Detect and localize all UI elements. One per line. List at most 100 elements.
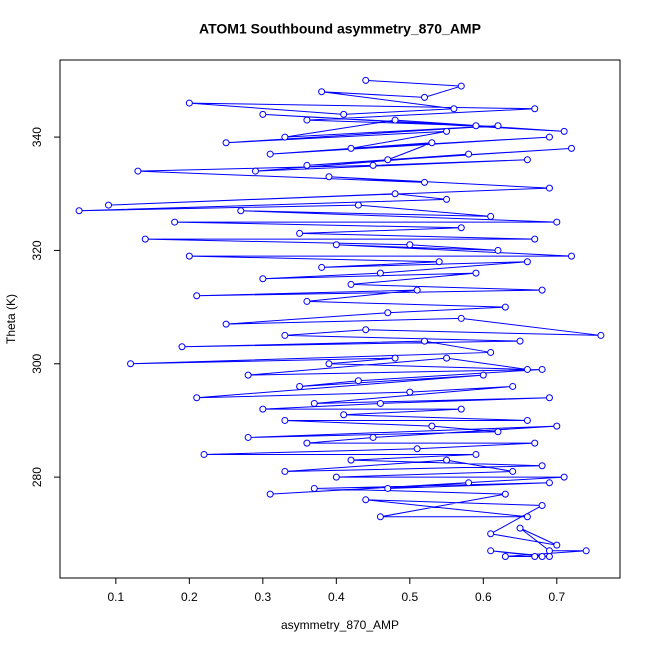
point [531,235,539,243]
point [281,467,289,475]
point [362,76,370,84]
point [281,331,289,339]
point [237,207,245,215]
point [531,552,539,560]
point [362,496,370,504]
point [494,246,502,254]
point [567,252,575,260]
point [494,122,502,130]
point [509,467,517,475]
point [560,473,568,481]
point [347,280,355,288]
x-tick-label: 0.3 [254,590,271,604]
point [347,456,355,464]
point [487,530,495,538]
point [391,190,399,198]
point [421,93,429,101]
point [545,394,553,402]
point [545,184,553,192]
x-tick-label: 0.2 [181,590,198,604]
point [538,365,546,373]
x-tick-label: 0.7 [548,590,565,604]
point [281,416,289,424]
point [545,552,553,560]
point [178,343,186,351]
y-tick-label: 340 [30,127,44,147]
point [325,360,333,368]
point [501,303,509,311]
point [479,371,487,379]
point [296,229,304,237]
x-tick-label: 0.4 [328,590,345,604]
point [266,490,274,498]
point [413,445,421,453]
point [281,133,289,141]
point [443,127,451,135]
point [472,269,480,277]
point [487,348,495,356]
point [303,161,311,169]
point [376,399,384,407]
point [310,399,318,407]
point [553,218,561,226]
x-tick-label: 0.6 [475,590,492,604]
point [428,139,436,147]
point [516,337,524,345]
point [450,105,458,113]
point [303,297,311,305]
point [509,382,517,390]
point [435,258,443,266]
point [391,354,399,362]
point [259,405,267,413]
y-axis-label: Theta (K) [4,294,18,344]
point [193,292,201,300]
y-tick-label: 280 [30,467,44,487]
x-tick-label: 0.5 [401,590,418,604]
point [523,258,531,266]
point [457,405,465,413]
point [105,201,113,209]
point [516,524,524,532]
series-line [79,79,601,557]
point [369,433,377,441]
point [244,433,252,441]
point [472,122,480,130]
point [494,428,502,436]
point [523,416,531,424]
plot-frame [59,59,621,579]
point [354,377,362,385]
point [318,263,326,271]
x-axis-label: asymmetry_870_AMP [281,618,399,632]
point [465,150,473,158]
point [465,479,473,487]
point [501,552,509,560]
point [244,371,252,379]
point [443,354,451,362]
point [553,422,561,430]
point [457,314,465,322]
point [354,201,362,209]
point [347,144,355,152]
point [259,275,267,283]
point [318,88,326,96]
point [443,195,451,203]
point [222,320,230,328]
point [185,252,193,260]
point [384,309,392,317]
point [582,547,590,555]
point [597,331,605,339]
point [134,167,142,175]
point [567,144,575,152]
y-tick-label: 320 [30,240,44,260]
point [457,224,465,232]
point [332,241,340,249]
point [303,116,311,124]
point [538,462,546,470]
point [384,484,392,492]
point [501,490,509,498]
point [266,150,274,158]
point [362,326,370,334]
point [538,501,546,509]
point [538,552,546,560]
